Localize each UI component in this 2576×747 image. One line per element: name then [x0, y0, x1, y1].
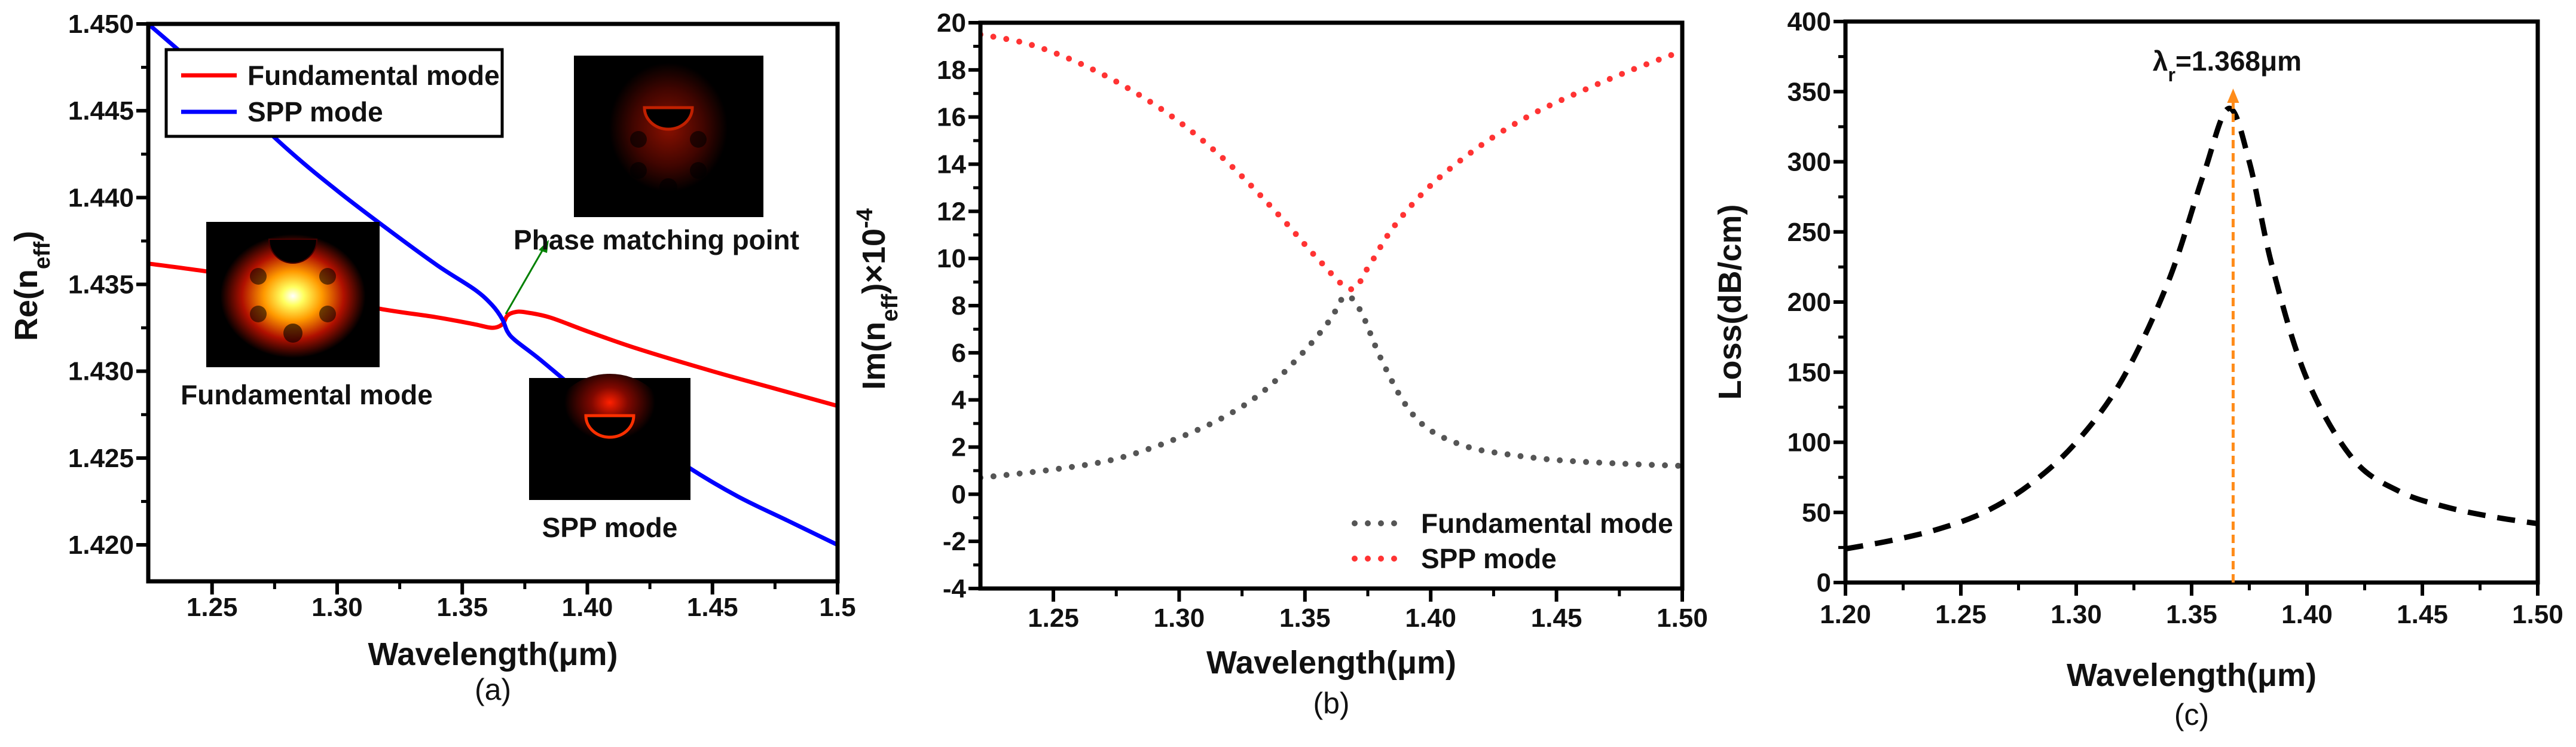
plot-frame: [146, 22, 840, 584]
x-tick-label: 1.35: [1279, 603, 1331, 633]
y-tick-label: 200: [1787, 288, 1831, 317]
x-tick-label: 1.40: [1405, 603, 1456, 633]
x-tick-label: 1.45: [687, 593, 738, 622]
y-axis-title: Loss(dB/cm): [1712, 204, 1748, 400]
legend-label: SPP mode: [247, 96, 383, 127]
fundamental-mode-field-image: [206, 222, 380, 367]
phase-matching-field-image: [574, 56, 763, 217]
x-tick-label: 1.50: [1657, 603, 1708, 633]
x-tick-label: 1.20: [1820, 600, 1871, 629]
y-tick-label: -2: [943, 527, 966, 556]
x-tick-label: 1.40: [562, 593, 613, 622]
y-tick-label: 250: [1787, 218, 1831, 247]
label-segment: )×10: [856, 228, 892, 294]
x-axis-title: Wavelength(μm): [2067, 657, 2317, 693]
y-tick-label: 1.440: [68, 183, 134, 212]
series-line-spp-mode: [980, 31, 1682, 292]
legend-label: Fundamental mode: [247, 60, 500, 91]
label-segment: λ: [2153, 45, 2168, 77]
x-tick-label: 1.30: [1154, 603, 1205, 633]
spp-inset-label: SPP mode: [542, 512, 678, 543]
y-tick-label: 300: [1787, 148, 1831, 177]
y-tick-label: 8: [952, 291, 966, 321]
y-tick-label: 350: [1787, 77, 1831, 106]
chart-panel-b: 1.25 1.30 1.35 1.40 1.45 1.50 -4 -2 0 2 4 6 8 10 12 14 1…: [852, 8, 1708, 720]
label-segment: ): [8, 231, 44, 242]
panel-caption: (c): [2174, 698, 2209, 731]
chart-panel-a: 1.25 1.30 1.35 1.40 1.45 1.5 1.420 1.425 1.430 1.…: [8, 10, 856, 706]
y-tick-label: 50: [1802, 498, 1831, 528]
y-tick-label: 14: [937, 150, 966, 179]
label-segment: -4: [852, 208, 878, 228]
panel-caption: (a): [475, 673, 511, 706]
y-tick-label: 1.430: [68, 357, 134, 386]
x-tick-label: 1.35: [436, 593, 488, 622]
y-tick-label: 10: [937, 244, 966, 273]
resonance-label: λr=1.368μm: [2153, 45, 2302, 86]
label-segment: eff: [30, 241, 55, 269]
spp-mode-field-image: [529, 374, 690, 500]
y-tick-label: 1.450: [68, 10, 134, 39]
label-segment: r: [2168, 64, 2175, 86]
label-segment: Loss(dB/cm): [1712, 204, 1748, 400]
x-tick-label: 1.50: [2512, 600, 2563, 629]
x-tick-label: 1.25: [1028, 603, 1079, 633]
y-tick-label: 20: [937, 8, 966, 38]
phase-matching-label: Phase matching point: [514, 224, 799, 255]
y-tick-label: 0: [952, 480, 966, 509]
x-tick-label: 1.40: [2281, 600, 2333, 629]
x-axis-title: Wavelength(μm): [368, 636, 618, 672]
y-tick-label: 1.420: [68, 530, 134, 560]
x-tick-label: 1.45: [1531, 603, 1582, 633]
x-tick-label: 1.25: [187, 593, 238, 622]
legend-label: Fundamental mode: [1421, 508, 1673, 539]
y-tick-label: 18: [937, 56, 966, 85]
x-tick-label: 1.30: [2051, 600, 2102, 629]
x-tick-label: 1.5: [819, 593, 855, 622]
x-tick-label: 1.35: [2166, 600, 2217, 629]
x-tick-label: 1.30: [311, 593, 363, 622]
x-tick-label: 1.25: [1935, 600, 1987, 629]
legend: Fundamental mode SPP mode: [1352, 508, 1673, 574]
label-segment: eff: [878, 294, 903, 322]
plot-frame: [978, 20, 1685, 591]
panel-caption: (b): [1313, 687, 1349, 720]
y-tick-label: 12: [937, 197, 966, 226]
legend-box: [164, 48, 504, 138]
y-tick-label: 400: [1787, 7, 1831, 36]
legend-label: SPP mode: [1421, 543, 1557, 574]
y-tick-label: 1.425: [68, 444, 134, 473]
y-axis-title: Re(neff): [8, 231, 55, 341]
y-tick-label: 16: [937, 103, 966, 132]
y-tick-label: -4: [943, 574, 967, 603]
y-tick-label: 1.445: [68, 96, 134, 126]
y-tick-label: 6: [952, 339, 966, 368]
phase-matching-arrow: [505, 240, 549, 315]
label-segment: =1.368μm: [2175, 45, 2302, 77]
label-segment: Im(n: [856, 322, 892, 390]
x-axis-title: Wavelength(μm): [1206, 645, 1456, 681]
series-line-fundamental-mode: [980, 292, 1682, 481]
y-tick-label: 0: [1817, 568, 1831, 597]
label-segment: Re(n: [8, 269, 44, 341]
y-axis-title: Im(neff)×10-4: [852, 208, 903, 389]
y-tick-label: 1.435: [68, 270, 134, 300]
plot-frame: [1843, 19, 2540, 585]
y-tick-label: 150: [1787, 358, 1831, 387]
x-tick-label: 1.45: [2397, 600, 2448, 629]
y-tick-label: 4: [952, 386, 967, 415]
fundamental-inset-label: Fundamental mode: [181, 379, 433, 410]
resonance-arrowhead-icon: [2227, 89, 2239, 103]
y-tick-label: 100: [1787, 428, 1831, 458]
chart-panel-c: 1.20 1.25 1.30 1.35 1.40 1.45 1.50 0 50 100 150 200…: [1712, 7, 2563, 731]
legend: Fundamental mode SPP mode: [164, 48, 504, 138]
series-line-loss: [1845, 105, 2538, 552]
y-tick-label: 2: [952, 433, 966, 462]
